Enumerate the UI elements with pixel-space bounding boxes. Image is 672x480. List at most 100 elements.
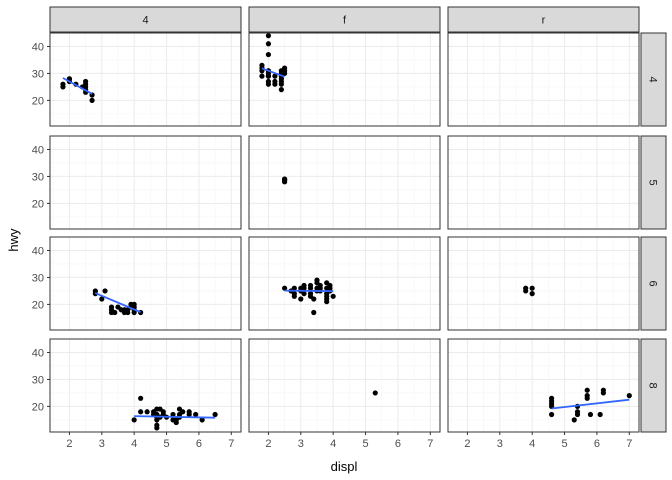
- facet-strip-col-r: r: [447, 6, 640, 33]
- panel-background: [448, 136, 639, 229]
- strip-background: [640, 338, 667, 433]
- data-point: [584, 387, 590, 393]
- smooth-line: [62, 77, 93, 95]
- data-point: [154, 425, 160, 431]
- smooth-line: [261, 67, 285, 78]
- data-point: [99, 296, 105, 302]
- data-point: [138, 395, 144, 401]
- y-tick-label: 20: [32, 198, 44, 210]
- panel-border: [49, 135, 242, 230]
- x-tick-label: 3: [497, 438, 503, 450]
- panel-border: [248, 236, 441, 331]
- y-tick-label: 20: [32, 401, 44, 413]
- panel-border: [49, 338, 242, 433]
- x-tick-label: 2: [464, 438, 470, 450]
- data-point: [282, 176, 288, 182]
- y-axis-title: hwy: [6, 228, 21, 252]
- data-point: [587, 411, 594, 418]
- y-tick-label: 20: [32, 95, 44, 107]
- panel-background: [448, 339, 639, 432]
- data-point: [523, 288, 529, 294]
- data-point: [291, 285, 297, 291]
- data-point: [259, 73, 265, 79]
- x-axis-title: displ: [331, 459, 358, 474]
- panel-background: [249, 339, 440, 432]
- data-point: [265, 41, 272, 47]
- panel-border: [248, 32, 441, 127]
- panel-6-4: [49, 236, 242, 331]
- data-point: [102, 288, 108, 294]
- data-point: [272, 78, 278, 85]
- x-tick-label: 5: [561, 438, 567, 450]
- data-point: [574, 411, 581, 418]
- data-point: [584, 393, 590, 399]
- data-point: [186, 409, 192, 415]
- data-point: [571, 417, 577, 423]
- y-tick-label: 40: [32, 347, 44, 359]
- data-point: [173, 419, 179, 426]
- strip-label: 6: [647, 280, 659, 286]
- panels-layer: [49, 32, 640, 433]
- data-point: [131, 301, 137, 307]
- y-tick-label: 30: [32, 374, 44, 386]
- panel-border: [248, 135, 441, 230]
- x-tick-label: 2: [66, 438, 72, 450]
- data-point: [301, 291, 307, 297]
- facet-strip-col-4: 4: [49, 6, 242, 33]
- data-point: [199, 417, 205, 423]
- data-point: [529, 285, 535, 291]
- data-point: [311, 296, 317, 302]
- strip-background: [640, 135, 667, 230]
- x-tick-label: 6: [594, 438, 600, 450]
- data-point: [597, 411, 603, 418]
- data-point: [112, 309, 118, 316]
- facet-strip-row-5: 5: [640, 135, 667, 230]
- panel-4-r: [447, 32, 640, 127]
- data-point: [83, 84, 89, 90]
- data-point: [265, 33, 272, 39]
- panel-border: [447, 236, 640, 331]
- strip-label: 5: [647, 179, 659, 185]
- data-point: [193, 411, 199, 418]
- data-point: [298, 296, 304, 302]
- smooth-line: [134, 415, 216, 419]
- panel-border: [49, 236, 242, 331]
- data-point: [125, 309, 131, 316]
- panel-5-r: [447, 135, 640, 230]
- panel-border: [447, 338, 640, 433]
- y-tick-label: 30: [32, 171, 44, 183]
- data-point: [317, 282, 323, 289]
- panel-background: [249, 237, 440, 330]
- strips-layer: 4 f r 4 5 6 8: [49, 6, 667, 433]
- data-point: [265, 78, 272, 85]
- y-tick-label: 40: [32, 41, 44, 53]
- data-point: [265, 51, 272, 58]
- panel-6-f: [248, 236, 441, 331]
- data-point: [272, 73, 278, 79]
- x-tick-label: 6: [395, 438, 401, 450]
- panel-background: [50, 237, 241, 330]
- panel-6-r: [447, 236, 640, 331]
- facet-strip-row-6: 6: [640, 236, 667, 331]
- data-point: [278, 87, 284, 93]
- y-tick-label: 40: [32, 144, 44, 156]
- y-tick-label: 30: [32, 68, 44, 80]
- data-point: [108, 304, 115, 310]
- panel-border: [248, 338, 441, 433]
- smooth-line: [94, 292, 141, 314]
- strip-label: 4: [142, 15, 148, 27]
- x-tick-label: 7: [626, 438, 632, 450]
- strip-background: [248, 6, 441, 33]
- data-point: [311, 309, 317, 316]
- panel-border: [447, 135, 640, 230]
- panel-border: [447, 32, 640, 127]
- strip-background: [640, 32, 667, 127]
- strip-background: [447, 6, 640, 33]
- facet-strip-row-8: 8: [640, 338, 667, 433]
- data-point: [83, 78, 89, 85]
- axes-layer: 20 30 40 20 30 40 20 30 40 20 30 40 2 3 4 5 6 7 2 3 4 5 6 7 2 3 4 5…: [32, 41, 633, 450]
- data-point: [324, 299, 330, 305]
- data-point: [372, 390, 378, 396]
- data-point: [60, 84, 66, 90]
